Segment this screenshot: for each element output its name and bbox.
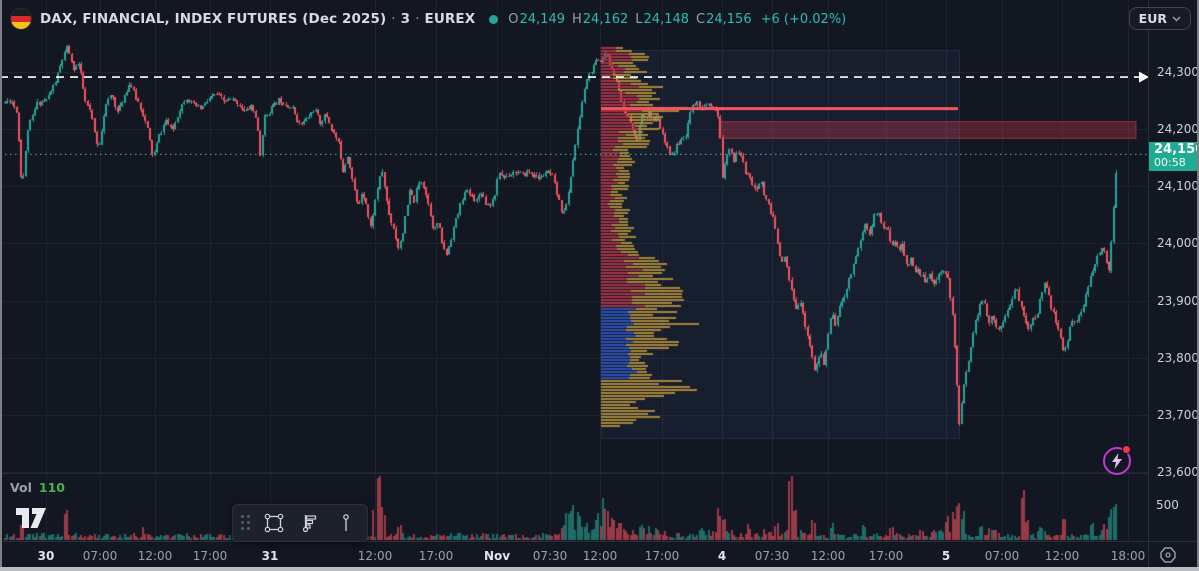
tradingview-logo[interactable] [15, 507, 49, 535]
time-tick-label: 17:00 [868, 549, 904, 563]
separator-dot: · [415, 11, 420, 27]
vertical-line-icon[interactable] [333, 510, 359, 536]
time-axis[interactable]: 30 07:00 12:00 17:00 31 12:00 17:00 Nov 07:30 12:… [0, 541, 1199, 571]
drag-handle-icon[interactable] [241, 515, 251, 531]
time-tick-label: 12:00 [810, 549, 846, 563]
time-tick-label: 07:30 [532, 549, 568, 563]
time-tick-label: 4 [717, 549, 727, 563]
price-tick-label: 24,000 [1157, 236, 1199, 251]
time-tick-label: 07:00 [984, 549, 1020, 563]
price-line-arrow-icon [1139, 71, 1148, 83]
window-edge-left [0, 0, 2, 571]
time-tick-label: 12:00 [1044, 549, 1080, 563]
german-flag-icon [10, 8, 32, 30]
volume-label: Vol [10, 480, 32, 495]
time-tick-label: 30 [37, 549, 55, 563]
drawings-overlay [0, 71, 1148, 155]
time-tick-label: 17:00 [418, 549, 454, 563]
exchange-name[interactable]: EUREX [424, 11, 476, 27]
session-octagon-icon[interactable] [1159, 546, 1177, 568]
price-tick-label: 23,900 [1157, 293, 1199, 308]
price-axis[interactable]: 24,300 24,200 24,100 24,000 23,900 23,800 23,7… [1148, 0, 1199, 541]
chevron-down-icon [1172, 15, 1181, 22]
window-edge-bottom [0, 567, 1199, 571]
close-value: 24,156 [706, 11, 752, 27]
symbol-name[interactable]: DAX, FINANCIAL, INDEX FUTURES (Dec 2025) [40, 11, 387, 27]
time-tick-label: 07:00 [82, 549, 118, 563]
notification-dot [1122, 445, 1131, 454]
time-tick-label: 12:00 [137, 549, 173, 563]
time-tick-label: 31 [261, 549, 279, 563]
separator-dot: · [391, 11, 396, 27]
volume-scale-label: 500 [1156, 498, 1179, 512]
time-tick-label: 07:30 [754, 549, 790, 563]
low-value: 24,148 [643, 11, 690, 27]
symbol-header: DAX, FINANCIAL, INDEX FUTURES (Dec 2025)… [10, 8, 846, 30]
anchored-rectangle-icon[interactable] [261, 510, 287, 536]
chart-canvas[interactable] [0, 0, 1148, 541]
volume-value: 110 [38, 480, 65, 495]
ohlc-values: O24,149 H24,162 L24,148 C24,156 +6 (+0.0… [508, 12, 846, 27]
current-price-badge: 24,156 00:58 [1149, 142, 1199, 171]
interval-value[interactable]: 3 [400, 11, 411, 27]
time-tick-label: Nov [483, 549, 511, 563]
time-tick-label: 12:00 [582, 549, 618, 563]
price-tick-label: 23,700 [1157, 407, 1199, 422]
time-tick-label: 17:00 [192, 549, 228, 563]
time-tick-label: 17:00 [644, 549, 680, 563]
open-label: O [508, 11, 519, 27]
supercharts-lightning-icon[interactable] [1103, 447, 1131, 475]
volume-indicator-label[interactable]: Vol 110 [10, 480, 65, 495]
low-label: L [635, 11, 643, 27]
drawing-toolbar [232, 504, 368, 542]
close-label: C [696, 11, 706, 27]
price-tick-label: 23,800 [1157, 350, 1199, 365]
open-value: 24,149 [519, 11, 566, 27]
resistance-zone-band[interactable] [718, 121, 1137, 139]
market-status-dot[interactable] [489, 14, 499, 24]
bar-countdown: 00:58 [1154, 156, 1186, 169]
window-edge-right [1197, 0, 1199, 571]
time-tick-label: 5 [941, 549, 951, 563]
fixed-range-volume-profile-icon[interactable] [297, 510, 323, 536]
high-label: H [572, 11, 582, 27]
symbol-title[interactable]: DAX, FINANCIAL, INDEX FUTURES (Dec 2025)… [40, 11, 475, 27]
high-value: 24,162 [582, 11, 629, 27]
axis-corner-divider [1148, 541, 1149, 571]
time-tick-label: 12:00 [357, 549, 393, 563]
price-tick-label: 24,100 [1157, 179, 1199, 194]
price-tick-label: 24,200 [1157, 122, 1199, 137]
current-price-value: 24,156 [1154, 142, 1199, 157]
change-value: +6 (+0.02%) [760, 11, 847, 27]
price-tick-label: 23,600 [1157, 465, 1199, 479]
time-tick-label: 18:00 [1110, 549, 1146, 563]
currency-button[interactable]: EUR [1128, 7, 1191, 30]
price-tick-label: 24,300 [1157, 65, 1199, 79]
currency-label: EUR [1138, 11, 1167, 26]
